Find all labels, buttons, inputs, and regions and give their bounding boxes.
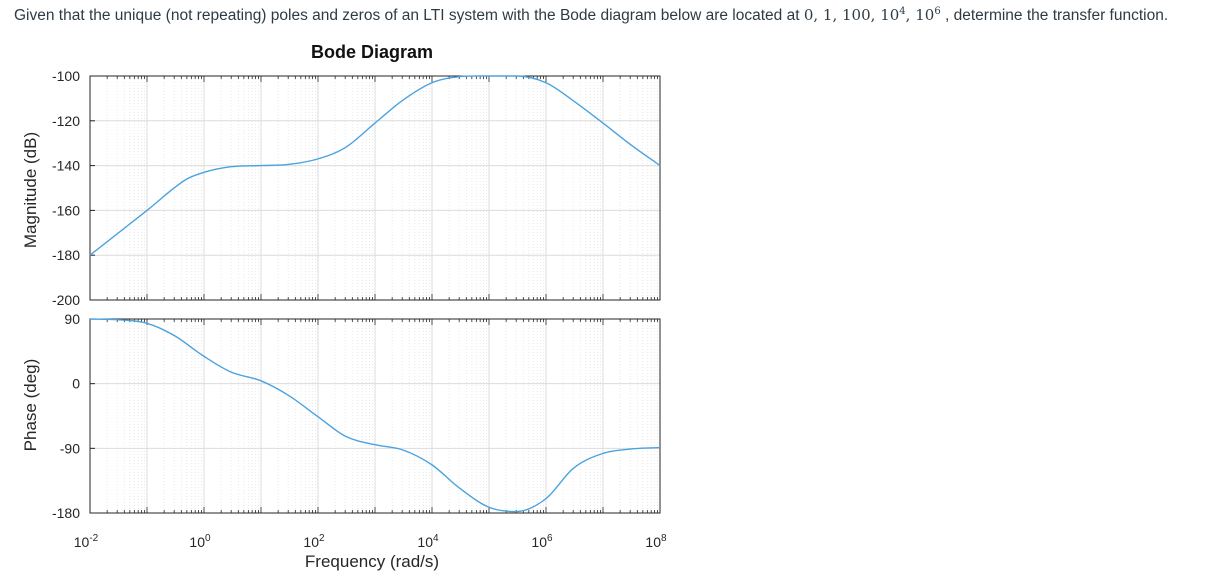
- magnitude-axis-label: Magnitude (dB): [21, 132, 40, 248]
- chart-title: Bode Diagram: [311, 42, 433, 62]
- y-tick-label: -90: [60, 440, 80, 456]
- question-values: 0, 1, 100, 104, 106: [803, 6, 941, 24]
- phase-series-line: [89, 318, 661, 513]
- phase-axis-label: Phase (deg): [21, 359, 40, 452]
- x-tick-label: 104: [417, 533, 439, 550]
- plot-frame: [89, 318, 661, 514]
- x-tick-label: 10-2: [74, 533, 99, 550]
- y-tick-label: -180: [52, 505, 80, 521]
- y-tick-label: 90: [64, 311, 80, 327]
- question-prefix: Given that the unique (not repeating) po…: [14, 7, 800, 24]
- y-tick-label: -140: [52, 158, 80, 174]
- phase-panel: 90 0 -90 -180: [52, 311, 661, 521]
- x-axis-label: Frequency (rad/s): [305, 552, 439, 571]
- y-tick-label: 0: [72, 376, 80, 392]
- question-text: Given that the unique (not repeating) po…: [14, 6, 1168, 25]
- y-tick-label: -180: [52, 247, 80, 263]
- magnitude-panel: -100 -120 -140 -160 -180 -200: [52, 68, 661, 308]
- x-tick-label: 100: [189, 533, 211, 550]
- x-tick-label: 102: [303, 533, 325, 550]
- y-tick-label: -200: [52, 292, 80, 308]
- y-tick-label: -100: [52, 68, 80, 84]
- magnitude-series-line: [89, 75, 661, 256]
- y-tick-label: -120: [52, 113, 80, 129]
- plot-frame: [89, 75, 661, 301]
- x-tick-labels: 10-2 100 102 104 106 108: [74, 533, 667, 550]
- x-tick-label: 106: [531, 533, 553, 550]
- y-tick-label: -160: [52, 202, 80, 218]
- x-tick-label: 108: [645, 533, 667, 550]
- question-suffix: , determine the transfer function.: [945, 7, 1169, 24]
